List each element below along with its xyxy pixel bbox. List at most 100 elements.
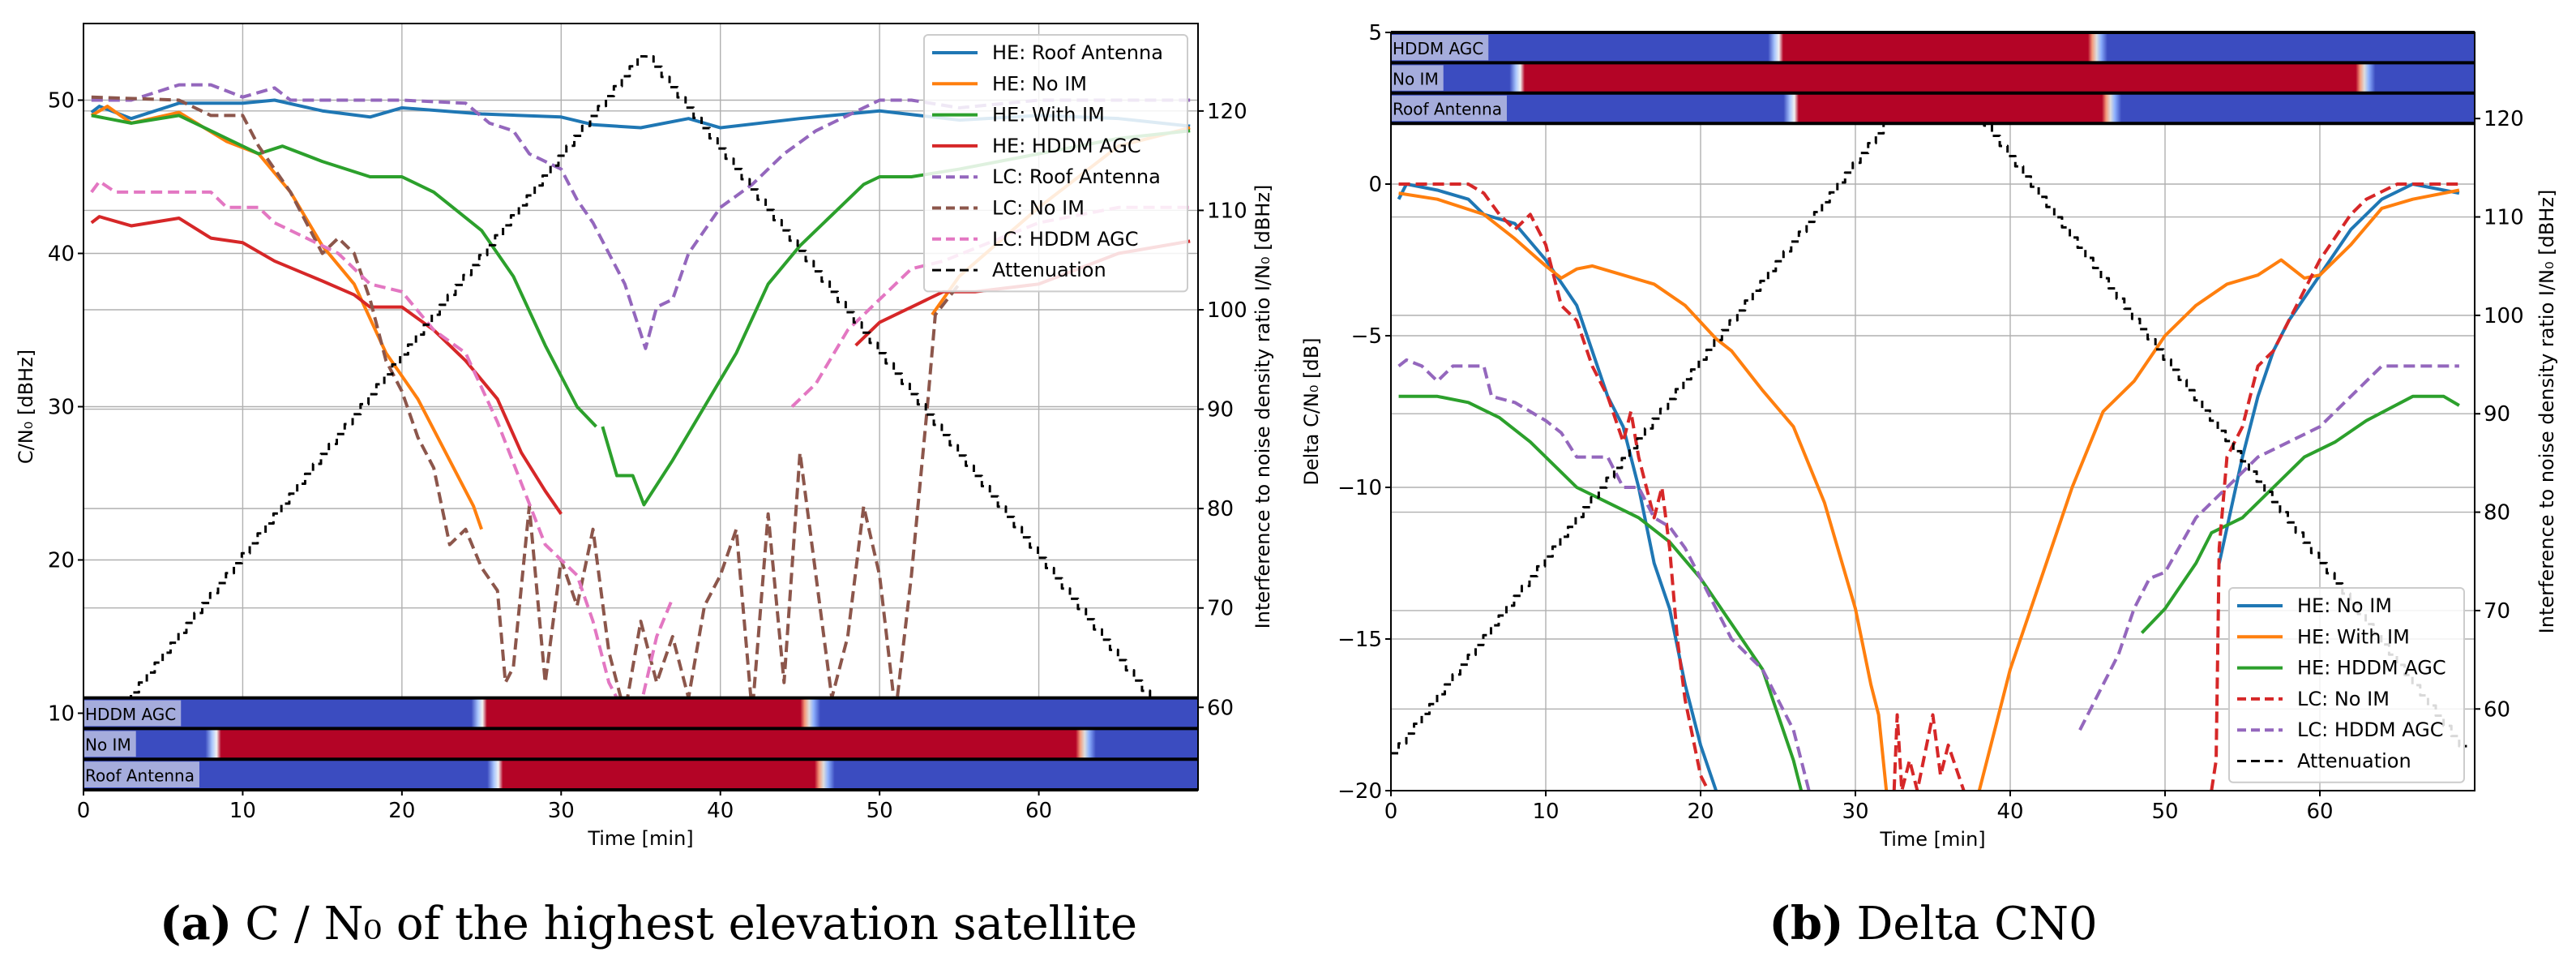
legend-box [923, 34, 1188, 293]
x-tick-label: 10 [229, 799, 256, 823]
caption-a-letter: (a) [160, 897, 232, 950]
x-tick-label: 40 [1996, 800, 2023, 824]
legend: HE: No IM HE: With IM HE: HDDM AGC LC: No I… [2228, 587, 2465, 783]
heatmap-strip [1391, 32, 2475, 63]
y-right-tick-label: 80 [2484, 501, 2510, 525]
x-tick-label: 30 [1842, 800, 1868, 824]
strip-label-bg [83, 731, 136, 757]
series-line-lc-hddm-agc [790, 205, 1191, 408]
legend-label: HE: With IM [992, 104, 1105, 127]
series-line-he-hddm-agc [90, 215, 563, 515]
legend-label: HE: HDDM AGC [2297, 657, 2446, 680]
legend-label: HE: With IM [2297, 625, 2410, 648]
series-line-lc-hddm-agc [1397, 358, 1811, 791]
legend-label: HE: No IM [992, 72, 1087, 95]
legend-label: Attenuation [2297, 750, 2411, 773]
x-tick-label: 50 [2151, 800, 2178, 824]
y-right-tick-label: 100 [2484, 304, 2524, 328]
strip-label: HDDM AGC [85, 705, 176, 724]
y-right-tick-label: 110 [2484, 206, 2524, 230]
series-line-he-no-im [1397, 182, 1718, 791]
y-right-tick-label: 70 [2484, 599, 2510, 624]
y-tick-label: 30 [48, 396, 75, 420]
strip-label-bg [1391, 35, 1489, 61]
series-line-lc-no-im [2210, 182, 2459, 791]
y-right-tick-label: 120 [2484, 107, 2524, 131]
caption-a-text: C / N₀ of the highest elevation satellit… [245, 898, 1137, 950]
legend-label: Attenuation [992, 259, 1106, 281]
caption-b: (b) Delta CN0 [1769, 897, 2097, 950]
x-tick-label: 0 [77, 799, 91, 823]
legend-label: HE: HDDM AGC [992, 135, 1141, 157]
y-right-tick-label: 120 [1207, 100, 1247, 124]
legend-label: LC: HDDM AGC [992, 228, 1139, 251]
strip-label: HDDM AGC [1393, 39, 1483, 58]
legend-label: LC: No IM [2297, 688, 2390, 710]
y-tick-label: 50 [48, 89, 75, 114]
strip-label-bg [83, 700, 182, 727]
y-tick-label: −15 [1337, 628, 1382, 652]
series-line-he-hddm-agc [1398, 394, 1804, 791]
y-right-tick-label: 90 [1207, 398, 1234, 422]
series-line-lc-no-im [1398, 182, 1710, 791]
y-right-tick-label: 60 [1207, 696, 1234, 720]
y-axis-label: C/N₀ [dBHz] [15, 350, 37, 464]
strip-label-bg [1391, 65, 1444, 91]
series-line-he-hddm-agc [2140, 394, 2460, 634]
legend-label: HE: No IM [2297, 594, 2392, 617]
series-line-lc-no-im [1892, 713, 1966, 791]
y-right-axis-label: Interference to noise density ratio I/N₀… [1252, 185, 1274, 629]
strip-label-bg [83, 761, 199, 787]
series-line-he-with-im [1977, 188, 2460, 791]
y-tick-label: 20 [48, 549, 75, 573]
y-tick-label: 10 [48, 702, 75, 727]
series-line-attenuation [1391, 62, 2467, 755]
legend-label: HE: Roof Antenna [992, 41, 1163, 64]
series-line-lc-no-im [91, 95, 961, 715]
legend-box [2228, 587, 2465, 783]
series-line-lc-roof-antenna [91, 83, 1191, 350]
heatmap-strip [1391, 92, 2475, 124]
panel-a-cn0-chart: HDDM AGC No IM Roof Antenna 0 10 20 30 40 50 60 10… [15, 23, 1274, 850]
y-tick-label: −10 [1337, 476, 1382, 500]
strip-label: No IM [85, 736, 131, 755]
y-axis-label: Delta C/N₀ [dB] [1300, 337, 1323, 485]
heatmap-strip [1391, 62, 2475, 93]
x-tick-label: 60 [1025, 799, 1052, 823]
series-line-he-with-im [91, 114, 597, 428]
x-tick-label: 0 [1384, 800, 1398, 824]
strip-label-bg [1391, 95, 1507, 122]
x-tick-label: 20 [1687, 800, 1714, 824]
y-right-tick-label: 110 [1207, 199, 1247, 223]
caption-a: (a) C / N₀ of the highest elevation satel… [160, 897, 1137, 950]
heatmap-strip [83, 728, 1198, 760]
strip-label: Roof Antenna [1393, 100, 1502, 119]
y-right-tick-label: 100 [1207, 298, 1247, 323]
y-tick-label: 5 [1368, 21, 1382, 45]
x-tick-label: 50 [867, 799, 893, 823]
x-axis-label: Time [min] [587, 827, 693, 850]
y-right-tick-label: 70 [1207, 597, 1234, 621]
y-tick-label: −20 [1337, 779, 1382, 804]
x-tick-label: 20 [388, 799, 415, 823]
series-line-lc-hddm-agc [90, 179, 674, 715]
y-tick-label: −5 [1351, 324, 1382, 349]
x-tick-label: 40 [707, 799, 734, 823]
legend-label: LC: No IM [992, 197, 1085, 220]
caption-b-text: Delta CN0 [1857, 898, 2098, 950]
strip-label: No IM [1393, 69, 1439, 88]
y-right-tick-label: 90 [2484, 402, 2510, 427]
series-line-he-with-im [1398, 191, 1889, 791]
series-group [1391, 62, 2467, 791]
x-axis-label: Time [min] [1879, 828, 1985, 851]
caption-b-letter: (b) [1769, 897, 1843, 950]
y-right-tick-label: 80 [1207, 497, 1234, 521]
legend: HE: Roof Antenna HE: No IM HE: With IM HE: … [923, 34, 1188, 293]
series-line-he-no-im [2217, 182, 2460, 564]
heatmap-strip [83, 697, 1198, 729]
legend-label: LC: HDDM AGC [2297, 718, 2444, 741]
legend-label: LC: Roof Antenna [992, 165, 1161, 188]
y-tick-label: 0 [1368, 173, 1382, 197]
